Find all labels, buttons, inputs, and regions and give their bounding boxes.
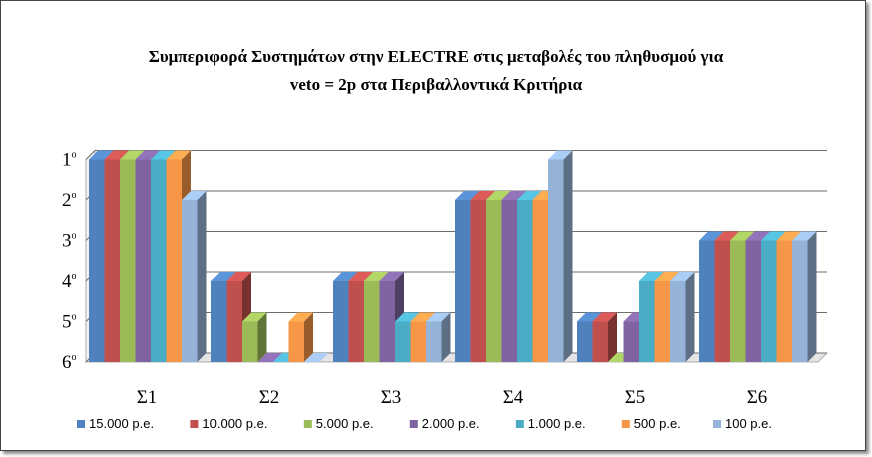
y-tick-label: 1ο <box>62 150 77 171</box>
legend-item: 100 p.e. <box>713 416 772 431</box>
x-tick-label: Σ3 <box>381 387 402 408</box>
legend-swatch <box>515 420 524 428</box>
legend-item: 5.000 p.e. <box>303 416 374 431</box>
legend-item: 10.000 p.e. <box>190 416 267 431</box>
bar <box>670 272 695 362</box>
bar <box>226 272 251 362</box>
legend-swatch <box>77 420 85 428</box>
legend: 15.000 p.e. 10.000 p.e. 5.000 p.e. 2.000 p.… <box>77 416 772 431</box>
legend-swatch <box>713 420 721 428</box>
legend-item: 15.000 p.e. <box>77 416 154 431</box>
legend-label: 2.000 p.e. <box>422 416 480 431</box>
bar <box>426 312 451 362</box>
bar <box>242 312 267 362</box>
bar <box>548 150 573 362</box>
bar <box>792 231 817 362</box>
legend-swatch <box>190 420 199 428</box>
bar <box>592 312 617 362</box>
bar <box>257 353 282 362</box>
bar <box>182 191 207 362</box>
y-tick-label: 3ο <box>62 231 77 252</box>
legend-label: 1.000 p.e. <box>528 416 586 431</box>
y-tick-label: 2ο <box>62 190 77 211</box>
legend-label: 100 p.e. <box>725 416 772 431</box>
legend-label: 15.000 p.e. <box>89 416 154 431</box>
legend-swatch <box>409 420 418 428</box>
x-tick-label: Σ5 <box>625 387 646 408</box>
y-tick-label: 4ο <box>62 271 77 292</box>
legend-label: 10.000 p.e. <box>202 416 267 431</box>
x-tick-label: Σ2 <box>259 387 280 408</box>
legend-item: 500 p.e. <box>621 416 681 431</box>
gridline <box>85 150 827 160</box>
x-tick-label: Σ1 <box>137 387 158 408</box>
legend-swatch <box>621 420 630 428</box>
legend-item: 1.000 p.e. <box>515 416 586 431</box>
y-tick-label: 6ο <box>62 352 77 373</box>
chart-title-line-2: veto = 2p στα Περιβαλλοντικά Κριτήρια <box>290 75 583 94</box>
legend-item: 2.000 p.e. <box>409 416 480 431</box>
legend-label: 5.000 p.e. <box>316 416 374 431</box>
bar <box>288 312 313 362</box>
bar <box>304 353 329 362</box>
legend-swatch <box>303 420 312 428</box>
legend-label: 500 p.e. <box>634 416 681 431</box>
chart-title-line-1: Συμπεριφορά Συστημάτων στην ELECTRE στις… <box>149 47 724 66</box>
x-tick-label: Σ4 <box>503 387 524 408</box>
plot-area: 1ο 2ο 3ο 4ο 5ο 6ο Σ1 Σ2 Σ3 Σ4 Σ5 Σ6 <box>62 150 828 408</box>
y-tick-label: 5ο <box>62 312 77 333</box>
x-tick-label: Σ6 <box>747 387 768 408</box>
